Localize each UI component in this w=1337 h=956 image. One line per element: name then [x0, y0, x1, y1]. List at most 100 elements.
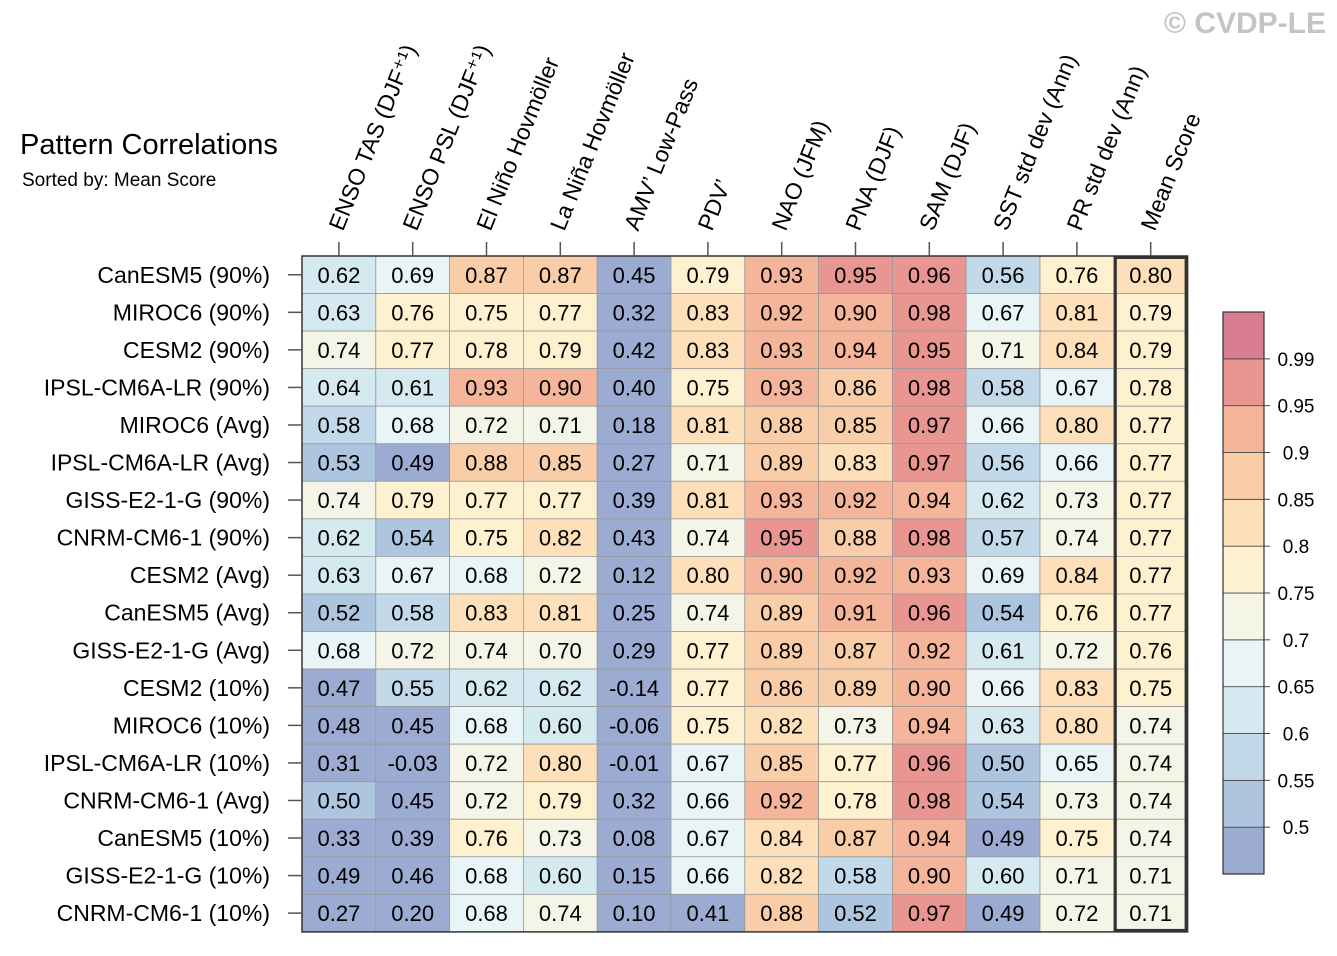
heatmap-cell [892, 556, 967, 595]
cell-value-label: 0.71 [686, 451, 729, 476]
row-label: MIROC6 (Avg) [120, 412, 270, 438]
heatmap-cell [523, 518, 598, 557]
heatmap-cell [301, 856, 377, 895]
heatmap-cell [523, 631, 598, 670]
heatmap-cell [523, 480, 598, 520]
cell-value-label: 0.49 [317, 864, 360, 889]
cell-value-label: 0.15 [613, 864, 656, 889]
heatmap-value-labels: 0.62 0.69 0.87 0.87 0.45 0.79 0.93 0.95 0.96 0.56… [317, 263, 1172, 926]
cell-value-label: 0.63 [317, 563, 360, 588]
heatmap-cell [449, 856, 524, 895]
cell-value-label: 0.90 [834, 300, 877, 325]
cell-value-label: 0.79 [1129, 300, 1172, 325]
cell-value-label: 0.74 [1129, 788, 1172, 813]
heatmap-cell [301, 330, 377, 370]
heatmap-cell [301, 743, 377, 783]
heatmap-cell [744, 443, 819, 482]
cell-value-label: 0.83 [834, 451, 877, 476]
heatmap-cell [596, 593, 672, 632]
heatmap-cell [892, 368, 967, 407]
heatmap-cell [670, 293, 746, 332]
cell-value-label: 0.33 [317, 826, 360, 851]
cell-value-label: 0.83 [1055, 676, 1098, 701]
cell-value-label: 0.76 [391, 300, 434, 325]
colorbar-segment [1222, 545, 1265, 594]
row-label: MIROC6 (90%) [113, 299, 270, 325]
heatmap-cell [449, 818, 524, 858]
heatmap-cell [523, 330, 598, 370]
cell-value-label: 0.32 [613, 788, 656, 813]
cell-value-label: 0.88 [465, 451, 508, 476]
row-label: GISS-E2-1-G (Avg) [72, 637, 270, 663]
cell-value-label: 0.81 [1055, 300, 1098, 325]
heatmap-cell [670, 443, 746, 482]
cell-value-label: 0.62 [317, 526, 360, 551]
heatmap-cell [965, 593, 1041, 632]
heatmap-cell [670, 743, 746, 783]
heatmap-cell [301, 368, 377, 407]
cell-value-label: 0.49 [391, 451, 434, 476]
cell-value-label: 0.84 [760, 826, 803, 851]
column-label: AMV’ Low-Pass [619, 74, 704, 233]
heatmap-cells [301, 255, 1189, 933]
cell-value-label: 0.72 [1055, 901, 1098, 926]
cell-value-label: 0.61 [391, 375, 434, 400]
row-label: IPSL-CM6A-LR (10%) [44, 750, 270, 776]
cell-value-label: 0.88 [834, 526, 877, 551]
heatmap-cell [596, 518, 672, 557]
colorbar-tick-label: 0.7 [1283, 631, 1309, 652]
cell-value-label: 0.53 [317, 451, 360, 476]
cell-value-label: 0.42 [613, 338, 656, 363]
cell-value-label: 0.76 [465, 826, 508, 851]
heatmap-cell [449, 368, 524, 407]
colorbar-segment [1222, 405, 1265, 453]
heatmap-cell [449, 668, 524, 707]
cell-value-label: 0.12 [613, 563, 656, 588]
cell-value-label: 0.95 [908, 338, 951, 363]
cell-value-label: 0.98 [908, 300, 951, 325]
heatmap-cell [449, 893, 524, 933]
cell-value-label: 0.68 [317, 638, 360, 663]
heatmap-cell [375, 593, 450, 632]
heatmap-cell [1113, 593, 1189, 632]
cell-value-label: 0.73 [539, 826, 582, 851]
cell-value-label: 0.55 [391, 676, 434, 701]
chart-subtitle: Sorted by: Mean Score [22, 170, 216, 191]
cell-value-label: 0.93 [760, 338, 803, 363]
colorbar-segment [1222, 826, 1265, 875]
cell-value-label: 0.70 [539, 638, 582, 663]
heatmap-cell [818, 405, 893, 445]
heatmap-cell [301, 255, 377, 294]
heatmap-cell [744, 518, 819, 557]
cell-value-label: 0.87 [539, 263, 582, 288]
heatmap-cell [818, 443, 893, 482]
cell-value-label: 0.80 [1055, 413, 1098, 438]
cell-value-label: 0.58 [317, 413, 360, 438]
cell-value-label: 0.73 [1055, 488, 1098, 513]
heatmap-cell [744, 856, 819, 895]
cell-value-label: 0.93 [760, 488, 803, 513]
heatmap-cell [818, 593, 893, 632]
cell-value-label: 0.80 [1129, 263, 1172, 288]
cell-value-label: 0.66 [686, 864, 729, 889]
heatmap-cell [744, 743, 819, 783]
heatmap-cell [1113, 893, 1189, 933]
cell-value-label: 0.52 [317, 601, 360, 626]
heatmap-cell [449, 480, 524, 520]
column-labels: ENSO TAS (DJF⁺¹)ENSO PSL (DJF⁺¹)El Niño … [323, 41, 1205, 234]
heatmap-cell [449, 518, 524, 557]
cell-value-label: 0.91 [834, 601, 877, 626]
cell-value-label: 0.08 [613, 826, 656, 851]
colorbar: 0.5 0.55 0.6 0.65 0.7 0.75 0.8 0.85 0.9 0.95 0.99 [1222, 311, 1314, 875]
cell-value-label: 0.71 [982, 338, 1025, 363]
cell-value-label: 0.67 [982, 300, 1025, 325]
cell-value-label: 0.74 [1129, 751, 1172, 776]
heatmap-cell [1039, 556, 1115, 595]
cell-value-label: 0.72 [465, 413, 508, 438]
heatmap-cell [1039, 480, 1115, 520]
row-label: GISS-E2-1-G (10%) [66, 863, 271, 889]
heatmap-cell [1039, 368, 1115, 407]
cell-value-label: 0.76 [1055, 601, 1098, 626]
watermark: © CVDP-LE [1164, 7, 1326, 40]
